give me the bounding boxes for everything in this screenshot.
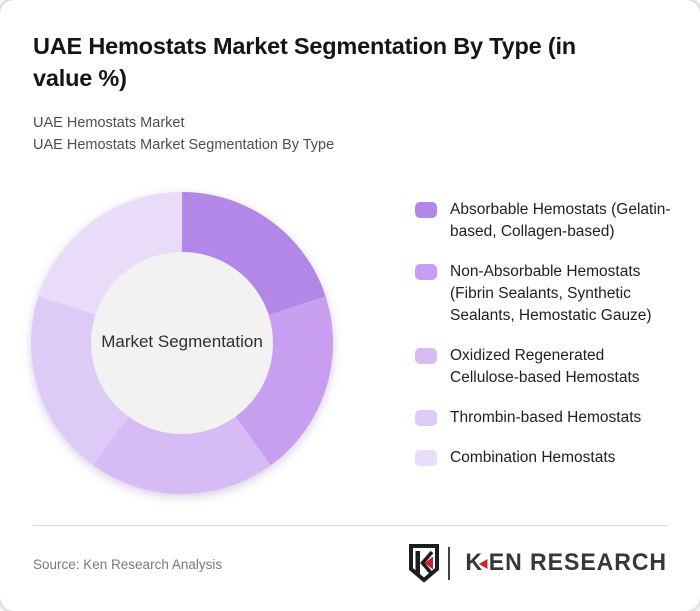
footer-divider bbox=[33, 525, 667, 526]
subtitle-line-1: UAE Hemostats Market bbox=[33, 115, 185, 131]
legend-item: Absorbable Hemostats (Gelatin-based, Col… bbox=[415, 199, 677, 243]
legend-item: Combination Hemostats bbox=[415, 447, 677, 469]
brand-wordmark: K EN RESEARCH bbox=[465, 549, 667, 577]
legend-item: Oxidized Regenerated Cellulose-based Hem… bbox=[415, 345, 677, 389]
page-title: UAE Hemostats Market Segmentation By Typ… bbox=[33, 33, 576, 92]
legend-label: Absorbable Hemostats (Gelatin-based, Col… bbox=[450, 201, 671, 240]
legend-swatch-icon bbox=[415, 202, 437, 218]
donut-chart bbox=[10, 171, 354, 515]
legend-swatch-icon bbox=[415, 348, 437, 364]
donut-chart-svg bbox=[30, 192, 333, 494]
brand-rest: EN RESEARCH bbox=[488, 549, 667, 576]
donut-segment bbox=[30, 296, 129, 466]
brand-k: K bbox=[465, 549, 483, 576]
donut-center-label: Market Segmentation bbox=[101, 332, 263, 351]
legend-item: Non-Absorbable Hemostats (Fibrin Sealant… bbox=[415, 261, 677, 327]
logo-separator bbox=[447, 546, 450, 580]
legend-swatch-icon bbox=[415, 450, 437, 466]
donut-segment bbox=[93, 416, 271, 494]
legend-swatch-icon bbox=[415, 410, 437, 426]
donut-segment bbox=[235, 296, 333, 466]
subtitle: UAE Hemostats Market UAE Hemostats Marke… bbox=[33, 113, 334, 157]
chart-legend: Absorbable Hemostats (Gelatin-based, Col… bbox=[415, 199, 677, 469]
ken-research-logo: K EN RESEARCH bbox=[407, 542, 667, 584]
brand-red-triangle-icon bbox=[479, 559, 488, 569]
legend-label: Non-Absorbable Hemostats (Fibrin Sealant… bbox=[450, 263, 652, 324]
legend-swatch-icon bbox=[415, 264, 437, 280]
donut-center-circle bbox=[91, 252, 273, 434]
legend-item: Thrombin-based Hemostats bbox=[415, 407, 677, 429]
ken-research-shield-icon bbox=[408, 544, 439, 583]
source-text: Source: Ken Research Analysis bbox=[33, 557, 223, 572]
donut-segment bbox=[182, 192, 326, 315]
subtitle-line-2: UAE Hemostats Market Segmentation By Typ… bbox=[33, 136, 335, 153]
legend-label: Combination Hemostats bbox=[450, 449, 616, 466]
donut-segment bbox=[38, 192, 182, 315]
legend-label: Thrombin-based Hemostats bbox=[450, 409, 642, 426]
legend-label: Oxidized Regenerated Cellulose-based Hem… bbox=[450, 347, 640, 386]
